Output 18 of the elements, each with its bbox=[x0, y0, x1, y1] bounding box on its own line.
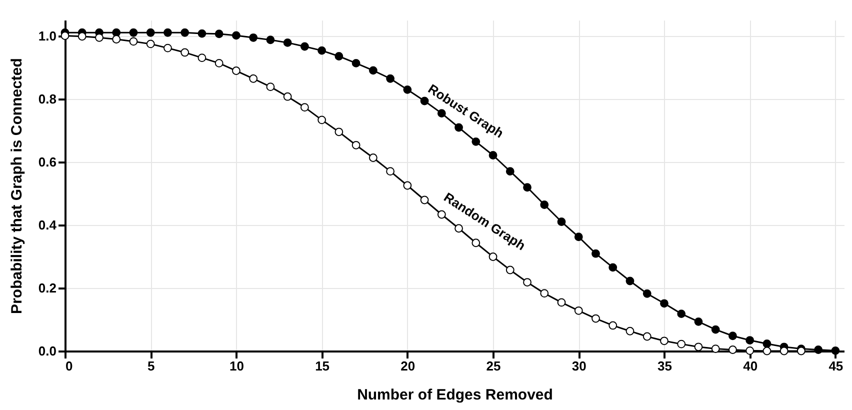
y-tick-label: 0.6 bbox=[38, 154, 56, 170]
x-tick-label: 35 bbox=[657, 358, 672, 374]
x-tick-label: 5 bbox=[147, 358, 155, 374]
y-tick-label: 0.4 bbox=[38, 217, 58, 232]
x-tick-label: 15 bbox=[315, 358, 330, 374]
x-tick-label: 10 bbox=[229, 358, 244, 374]
x-tick-label: 45 bbox=[828, 358, 844, 374]
x-tick-label: 0 bbox=[66, 358, 73, 374]
y-tick-label: 0.0 bbox=[38, 344, 56, 358]
x-tick-label: 25 bbox=[486, 358, 501, 374]
x-axis-title: Number of Edges Removed bbox=[357, 386, 553, 404]
x-tick-label: 30 bbox=[572, 358, 586, 374]
y-axis-title: Probability that Graph is Connected bbox=[8, 58, 26, 314]
y-tick-label: 1.0 bbox=[38, 28, 56, 44]
x-tick-label: 20 bbox=[400, 358, 416, 374]
y-tick-label: 0.8 bbox=[38, 91, 56, 106]
y-tick-label: 0.2 bbox=[38, 280, 56, 296]
x-tick-label: 40 bbox=[743, 358, 758, 374]
